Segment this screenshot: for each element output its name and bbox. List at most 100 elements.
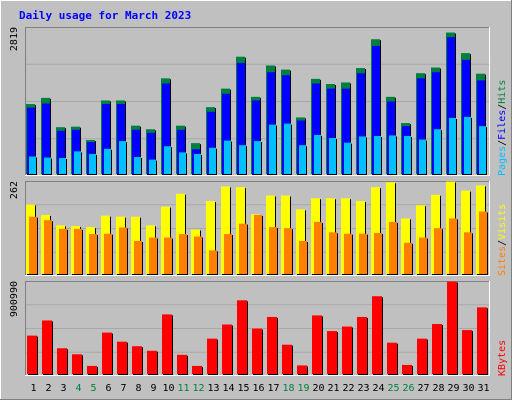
y-max-label: 2819 [9, 27, 20, 51]
y-max-label: 900990 [9, 281, 20, 317]
visits-bar [221, 186, 230, 274]
kbytes-bar [162, 314, 172, 374]
kbytes-bar [147, 350, 157, 374]
pages-bar [179, 152, 186, 174]
pages-bar [104, 148, 111, 174]
x-tick-label: 12 [192, 383, 204, 394]
files-bar [57, 130, 65, 174]
legend-item: Hits [497, 80, 508, 104]
pages-bar [284, 123, 291, 174]
x-tick-label: 7 [120, 383, 126, 394]
kbytes-bar [327, 331, 337, 374]
kbytes-bar [357, 316, 367, 374]
files-bar [252, 100, 260, 174]
pages-bar [329, 137, 336, 174]
sites-bar [419, 237, 427, 274]
x-tick-label: 8 [135, 383, 141, 394]
x-tick-label: 23 [357, 383, 369, 394]
y-max-label: 262 [9, 181, 20, 199]
kbytes-bar [102, 332, 112, 374]
pages-bar [464, 116, 471, 174]
visits-bar [371, 187, 380, 274]
pages-bar [254, 141, 261, 174]
legend-item: Pages [497, 146, 508, 176]
x-tick-label: 24 [372, 383, 384, 394]
kbytes-bar [72, 354, 82, 374]
files-bar [147, 132, 155, 174]
sites-bar [449, 218, 457, 274]
legend-item: / [497, 240, 508, 246]
sites-bar [59, 228, 67, 274]
legend-item: Sites [497, 246, 508, 276]
sites-bar [299, 241, 307, 274]
chart-labels: 2819262900990Pages/Files/HitsSites/Visit… [9, 27, 508, 394]
kbytes-bar [417, 338, 427, 374]
sites-bar [119, 227, 127, 274]
files-bar [237, 62, 245, 174]
sites-bar [224, 234, 232, 274]
kbytes-bar [237, 300, 247, 374]
pages-bar [29, 156, 36, 174]
visits-bar [176, 193, 185, 274]
files-bar [102, 104, 110, 174]
x-tick-label: 18 [282, 383, 294, 394]
x-tick-label: 1 [30, 383, 36, 394]
x-tick-label: 30 [462, 383, 474, 394]
pages-bar [374, 135, 381, 174]
sites-bar [404, 242, 412, 274]
kbytes-bar [387, 342, 397, 374]
legend: Pages/Files/Hits [497, 80, 508, 176]
files-bar [117, 104, 125, 174]
files-bar [267, 72, 275, 174]
chart-marks [26, 32, 488, 375]
legend-item: KBytes [497, 340, 508, 376]
x-tick-label: 3 [60, 383, 66, 394]
sites-bar [149, 237, 157, 274]
pages-bar [194, 153, 201, 174]
sites-bar [134, 241, 142, 274]
x-tick-label: 31 [477, 383, 489, 394]
files-bar [162, 83, 170, 174]
kbytes-bar [252, 328, 262, 374]
kbytes-bar [372, 296, 382, 374]
x-tick-label: 27 [417, 383, 429, 394]
kbytes-bar [177, 354, 187, 374]
sites-bar [374, 233, 382, 274]
kbytes-bar [477, 307, 487, 374]
sites-bar [359, 233, 367, 274]
pages-bar [59, 158, 66, 174]
pages-bar [134, 157, 141, 174]
kbytes-bar [27, 335, 37, 374]
pages-bar [224, 140, 231, 174]
pages-bar [74, 151, 81, 174]
legend-item: / [497, 140, 508, 146]
sites-bar [209, 250, 217, 274]
x-tick-label: 2 [45, 383, 51, 394]
files-bar [312, 83, 320, 174]
pages-bar [269, 124, 276, 174]
sites-bar [194, 236, 202, 274]
files-bar [357, 73, 365, 174]
sites-bar [104, 233, 112, 274]
x-tick-label: 10 [162, 383, 174, 394]
files-bar [447, 37, 455, 174]
x-tick-label: 4 [75, 383, 81, 394]
files-bar [207, 111, 215, 174]
pages-bar [149, 159, 156, 174]
chart-title: Daily usage for March 2023 [19, 9, 191, 22]
pages-bar [389, 135, 396, 174]
sites-bar [164, 237, 172, 274]
x-tick-label: 17 [267, 383, 279, 394]
pages-bar [344, 142, 351, 174]
files-bar [417, 78, 425, 174]
legend-item: Visits [497, 204, 508, 240]
kbytes-bar [117, 341, 127, 374]
pages-bar [89, 153, 96, 174]
files-bar [132, 129, 140, 174]
x-tick-label: 6 [105, 383, 111, 394]
pages-bar [239, 145, 246, 174]
kbytes-bar [207, 338, 217, 374]
pages-bar [359, 136, 366, 174]
x-tick-label: 28 [432, 383, 444, 394]
files-bar [222, 93, 230, 174]
